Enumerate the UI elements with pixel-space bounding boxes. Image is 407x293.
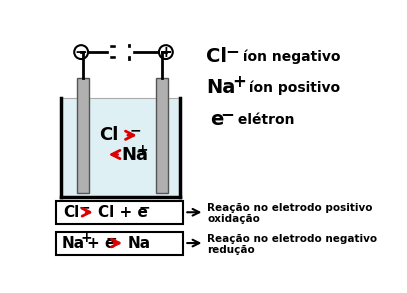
Text: + e: + e (87, 236, 115, 251)
Text: −: − (78, 201, 90, 215)
Text: e: e (210, 110, 223, 130)
Text: −: − (130, 124, 142, 138)
Text: Na: Na (127, 236, 151, 251)
Text: Cl: Cl (63, 205, 80, 220)
Bar (156, 78, 168, 193)
Text: Na: Na (62, 236, 85, 251)
Text: Reação no eletrodo negativo: Reação no eletrodo negativo (208, 234, 378, 244)
Text: Cl + e: Cl + e (98, 205, 148, 220)
Bar (56, 201, 183, 224)
Text: Cl: Cl (206, 47, 227, 66)
Text: +: + (232, 73, 246, 91)
Bar (77, 78, 89, 193)
Text: íon negativo: íon negativo (238, 50, 341, 64)
Text: −: − (225, 42, 239, 60)
Text: Na: Na (206, 78, 235, 97)
Text: −: − (75, 45, 88, 59)
Bar (63, 99, 179, 196)
Text: oxidação: oxidação (208, 214, 260, 224)
Text: Cl: Cl (99, 126, 119, 144)
Text: +: + (160, 45, 172, 59)
Text: −: − (138, 201, 150, 215)
Text: íon positivo: íon positivo (244, 80, 341, 95)
Bar (56, 231, 183, 255)
Text: +: + (137, 143, 149, 157)
Text: elétron: elétron (233, 113, 294, 127)
Text: −: − (220, 105, 234, 123)
Text: Na: Na (121, 146, 148, 163)
Text: Reação no eletrodo positivo: Reação no eletrodo positivo (208, 203, 373, 213)
Text: +: + (80, 231, 92, 246)
Text: −: − (106, 231, 117, 246)
Text: redução: redução (208, 245, 255, 255)
